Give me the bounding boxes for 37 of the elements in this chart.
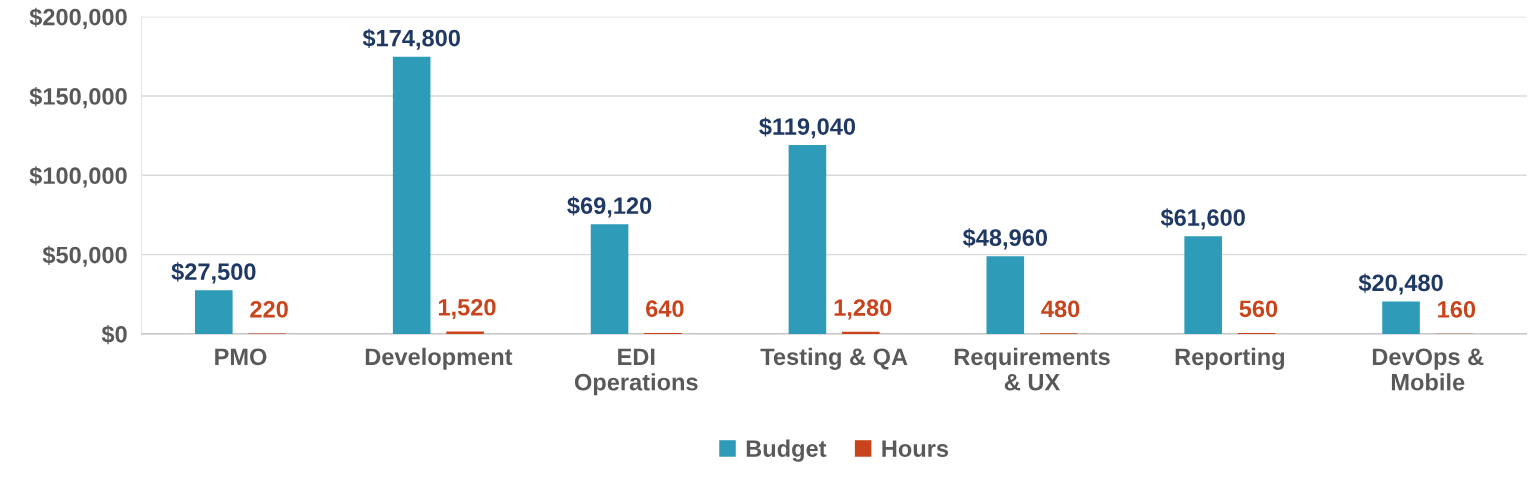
x-tick-label: Requirements & UX bbox=[954, 347, 1110, 391]
bar bbox=[446, 331, 484, 334]
data-label: $174,800 bbox=[362, 28, 460, 50]
data-label: $27,500 bbox=[171, 262, 256, 284]
x-tick-label: Testing & QA bbox=[760, 347, 908, 370]
data-label: 640 bbox=[646, 300, 684, 318]
data-label: $48,960 bbox=[962, 228, 1048, 250]
data-label: $69,120 bbox=[567, 196, 652, 218]
y-tick-label: $150,000 bbox=[29, 87, 127, 109]
data-label: 220 bbox=[250, 300, 288, 318]
data-label: 560 bbox=[1239, 300, 1278, 318]
data-label: 1,280 bbox=[834, 299, 892, 320]
bar bbox=[392, 56, 431, 334]
bar bbox=[195, 290, 233, 334]
x-tick-label: EDI Operations bbox=[574, 348, 698, 396]
data-label: 160 bbox=[1438, 301, 1476, 318]
bar bbox=[1382, 301, 1420, 334]
legend-label: Hours bbox=[882, 440, 949, 457]
data-label: $61,600 bbox=[1160, 208, 1245, 230]
data-label: $20,480 bbox=[1358, 273, 1443, 295]
bar bbox=[986, 256, 1025, 334]
y-tick-label: $0 bbox=[101, 324, 127, 345]
x-tick-label: Reporting bbox=[1175, 347, 1285, 370]
y-tick-label: $100,000 bbox=[29, 166, 127, 188]
data-label: 480 bbox=[1041, 300, 1080, 318]
x-tick-label: DevOps & Mobile bbox=[1372, 348, 1484, 391]
data-label: $119,040 bbox=[759, 117, 856, 139]
bar bbox=[788, 145, 827, 334]
legend-label: Budget bbox=[746, 439, 827, 462]
bar bbox=[1184, 236, 1222, 334]
bar bbox=[842, 331, 880, 334]
y-tick-label: $50,000 bbox=[42, 245, 127, 267]
y-tick-label: $200,000 bbox=[29, 7, 127, 29]
x-tick-label: Development bbox=[365, 347, 513, 370]
data-label: 1,520 bbox=[438, 298, 496, 320]
bar bbox=[590, 224, 629, 334]
x-tick-label: PMO bbox=[215, 348, 267, 366]
